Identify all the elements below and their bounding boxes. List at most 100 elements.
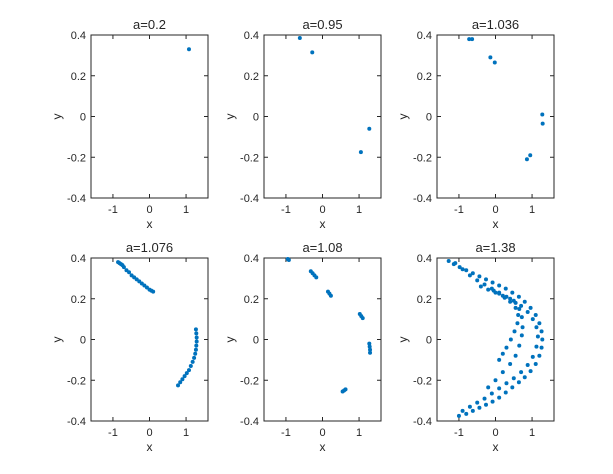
x-tick-label: -1 (108, 427, 118, 439)
data-point (490, 280, 495, 285)
data-point (510, 385, 515, 390)
data-point (367, 341, 372, 346)
data-point (310, 50, 315, 55)
data-point (193, 347, 198, 352)
y-tick-label: -0.4 (67, 416, 86, 428)
data-point (182, 374, 187, 379)
data-point (488, 55, 493, 60)
data-point (515, 321, 520, 326)
subplot-title: a=1.08 (302, 240, 342, 255)
data-point (456, 413, 461, 418)
data-point (314, 275, 319, 280)
data-point (522, 299, 527, 304)
data-point (516, 380, 521, 385)
data-point (534, 344, 539, 349)
x-tick-label: 1 (356, 427, 362, 439)
data-point (517, 343, 522, 348)
data-point (470, 408, 475, 413)
data-point (508, 296, 513, 301)
data-point (188, 363, 193, 368)
y-tick-label: 0.2 (244, 294, 259, 306)
data-point (360, 316, 365, 321)
x-tick-label: 1 (529, 427, 535, 439)
data-point (537, 321, 542, 326)
data-point (528, 153, 533, 158)
data-point (482, 282, 487, 287)
data-point (477, 274, 482, 279)
x-axis-label: x (147, 217, 153, 231)
subplot-title: a=1.38 (475, 240, 515, 255)
data-point (519, 315, 524, 320)
data-point (446, 259, 451, 264)
x-tick-label: 0 (146, 204, 152, 216)
data-point (537, 353, 542, 358)
data-point (186, 47, 191, 52)
y-tick-label: 0.4 (71, 30, 86, 42)
subplot-title: a=1.036 (472, 17, 519, 32)
y-axis-label: y (223, 114, 237, 120)
data-point (528, 305, 533, 310)
data-point (475, 400, 480, 405)
x-tick-label: 1 (529, 204, 535, 216)
data-point (486, 287, 491, 292)
y-tick-label: -0.4 (240, 416, 259, 428)
data-point (192, 355, 197, 360)
data-point (513, 300, 518, 305)
x-axis-label: x (493, 440, 499, 454)
data-point (180, 377, 185, 382)
data-point (127, 270, 132, 275)
axes-box (90, 34, 209, 199)
data-point (508, 361, 513, 366)
x-tick-label: 0 (319, 427, 325, 439)
data-point (368, 347, 373, 352)
y-tick-label: -0.4 (240, 193, 259, 205)
data-point (478, 284, 483, 289)
data-point (490, 399, 495, 404)
data-point (286, 258, 291, 263)
data-point (510, 290, 515, 295)
x-tick-label: -1 (454, 427, 464, 439)
data-point (533, 313, 538, 318)
data-point (482, 396, 487, 401)
y-tick-label: -0.2 (67, 152, 86, 164)
data-point (497, 395, 502, 400)
data-point (328, 293, 333, 298)
data-point (358, 150, 363, 155)
y-tick-label: -0.2 (67, 375, 86, 387)
data-point (540, 112, 545, 117)
data-point (520, 325, 525, 330)
data-point (176, 383, 181, 388)
x-tick-label: 0 (146, 427, 152, 439)
data-point (504, 381, 509, 386)
y-tick-label: -0.4 (413, 416, 432, 428)
data-point (513, 353, 518, 358)
data-point (517, 306, 522, 311)
y-tick-label: 0 (80, 335, 86, 347)
data-point (519, 333, 524, 338)
y-tick-label: 0.2 (244, 71, 259, 83)
data-point (497, 357, 502, 362)
data-point (178, 380, 183, 385)
data-point (467, 37, 472, 42)
data-point (500, 351, 505, 356)
data-point (470, 37, 475, 42)
data-point (540, 337, 545, 342)
subplot-title: a=0.95 (302, 17, 342, 32)
y-tick-label: 0 (426, 112, 432, 124)
data-point (500, 370, 505, 375)
data-point (492, 60, 497, 65)
subplot-3: -0.4 -0.2 0 0.2 0.4 -1 0 1 a=1.036 x y (396, 17, 555, 231)
data-point (512, 329, 517, 334)
data-point (460, 267, 465, 272)
data-point (194, 335, 199, 340)
data-point (534, 325, 539, 330)
subplot-5: -0.4 -0.2 0 0.2 0.4 -1 0 1 a=1.08 x y (223, 240, 382, 454)
data-point (453, 261, 458, 266)
data-point (184, 371, 189, 376)
data-point (194, 331, 199, 336)
data-point (530, 354, 535, 359)
data-point (193, 351, 198, 356)
y-tick-label: 0.4 (71, 253, 86, 265)
data-point (367, 344, 372, 349)
